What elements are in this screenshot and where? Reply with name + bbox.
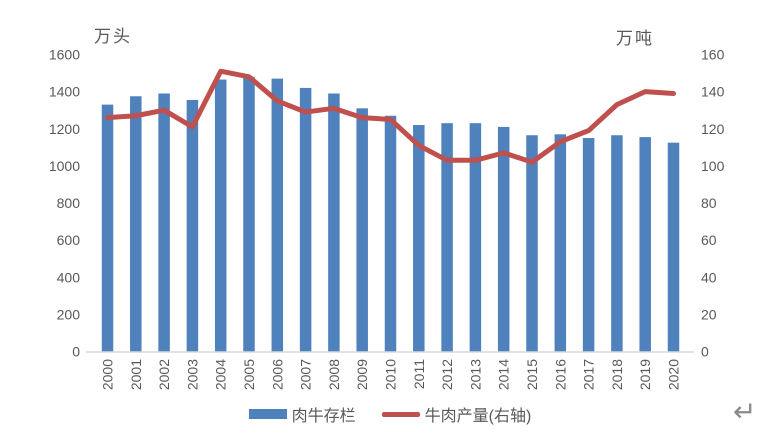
left-axis-tick-label: 1200	[49, 121, 80, 137]
left-axis-tick-label: 1600	[49, 47, 80, 63]
bar-2003	[186, 99, 199, 352]
bar-2007	[299, 87, 312, 352]
x-axis-year-label: 2001	[128, 359, 144, 390]
bar-2001	[130, 96, 142, 352]
x-axis-year-label: 2017	[581, 359, 597, 390]
bar-2011	[413, 125, 425, 352]
x-axis-year-label: 2018	[609, 359, 625, 390]
x-axis-year-label: 2020	[666, 359, 682, 390]
x-axis-year-label: 2008	[326, 359, 342, 390]
bar-2000	[101, 104, 114, 352]
right-axis-tick-label: 160	[701, 47, 725, 63]
right-axis-tick-label: 0	[701, 344, 709, 360]
left-axis-tick-label: 200	[57, 306, 81, 322]
bar-2004	[214, 79, 227, 352]
bar-2018	[611, 135, 623, 352]
right-axis-tick-label: 80	[701, 195, 717, 211]
x-axis-year-label: 2010	[383, 359, 399, 390]
left-axis-tick-label: 800	[57, 195, 81, 211]
right-axis-tick-label: 140	[701, 84, 725, 100]
bar-2006	[271, 78, 284, 352]
bar-2002	[158, 93, 170, 352]
bar-2016	[554, 134, 567, 352]
x-axis-year-label: 2007	[298, 359, 314, 390]
x-axis-year-label: 2011	[411, 359, 427, 389]
x-axis-year-label: 2000	[100, 359, 116, 390]
x-axis-year-label: 2005	[241, 359, 257, 390]
left-axis-tick-label: 1000	[49, 158, 80, 174]
x-axis-year-label: 2012	[439, 359, 455, 390]
bar-2017	[582, 138, 595, 352]
x-axis-year-label: 2016	[552, 359, 568, 390]
x-axis-year-label: 2002	[156, 359, 172, 390]
right-axis-tick-label: 120	[701, 121, 725, 137]
legend-bar-label: 肉牛存栏	[291, 408, 356, 425]
bar-2015	[526, 135, 538, 352]
right-axis-tick-label: 20	[701, 306, 717, 322]
legend: 肉牛存栏 牛肉产量(右轴)	[88, 401, 692, 427]
right-axis-tick-label: 60	[701, 232, 717, 248]
right-axis-tick-label: 100	[701, 158, 725, 174]
bar-2012	[441, 123, 453, 352]
right-axis-tick-label: 40	[701, 269, 717, 285]
bar-2019	[639, 137, 651, 352]
bar-2020	[667, 142, 680, 352]
x-axis-year-label: 2019	[637, 359, 653, 390]
x-axis-year-label: 2003	[184, 359, 200, 390]
x-axis-year-label: 2015	[524, 359, 540, 390]
bar-2009	[356, 108, 368, 352]
x-axis-year-label: 2006	[269, 359, 285, 390]
bar-2014	[497, 126, 510, 352]
left-axis-tick-label: 0	[72, 344, 80, 360]
bar-2008	[328, 93, 340, 352]
x-axis-year-label: 2004	[213, 359, 229, 390]
bar-2013	[469, 123, 482, 352]
legend-bar-swatch-icon	[248, 409, 287, 419]
x-axis-year-label: 2014	[496, 359, 512, 390]
left-axis-tick-label: 1400	[49, 84, 80, 100]
line-break-mark-icon: ↵	[733, 396, 757, 427]
x-axis-year-label: 2013	[467, 359, 483, 390]
left-axis-unit-label: 万头	[94, 27, 132, 46]
x-axis-year-label: 2009	[354, 359, 370, 390]
line-series	[105, 68, 676, 165]
legend-line-swatch-icon	[381, 411, 420, 417]
bar-2005	[243, 76, 255, 352]
left-axis-tick-label: 600	[57, 232, 81, 248]
bar-2010	[384, 115, 397, 352]
left-axis-tick-label: 400	[57, 269, 81, 285]
legend-line-label: 牛肉产量(右轴)	[424, 408, 532, 425]
right-axis-unit-label: 万吨	[616, 29, 654, 48]
